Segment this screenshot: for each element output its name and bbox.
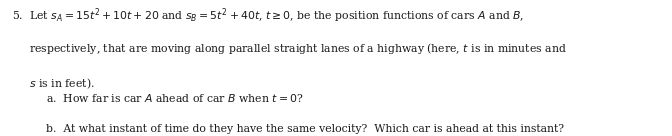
Text: b.  At what instant of time do they have the same velocity?  Which car is ahead : b. At what instant of time do they have … bbox=[46, 124, 564, 134]
Text: $s$ is in feet).: $s$ is in feet). bbox=[12, 76, 95, 91]
Text: a.  How far is car $A$ ahead of car $B$ when $t = 0$?: a. How far is car $A$ ahead of car $B$ w… bbox=[46, 92, 303, 104]
Text: respectively, that are moving along parallel straight lanes of a highway (here, : respectively, that are moving along para… bbox=[12, 41, 567, 56]
Text: 5.  Let $s_A = 15t^2 + 10t + 20$ and $s_B = 5t^2 + 40t$, $t \geq 0$, be the posi: 5. Let $s_A = 15t^2 + 10t + 20$ and $s_B… bbox=[12, 6, 524, 25]
